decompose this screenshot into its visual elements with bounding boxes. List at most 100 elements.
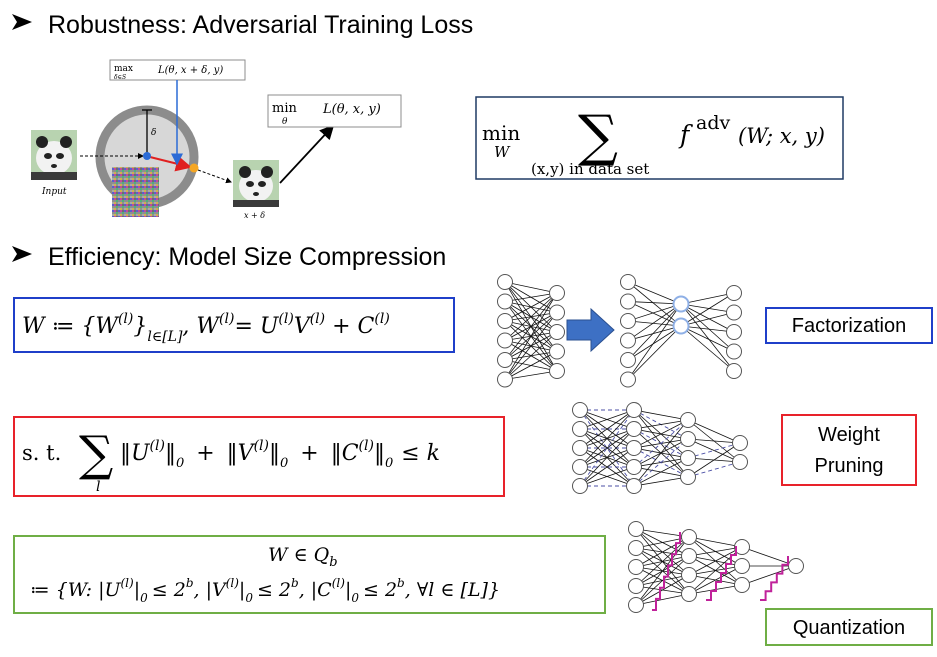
network-node <box>726 363 742 379</box>
network-node <box>620 371 636 388</box>
delta-radius-label: δ <box>151 128 156 138</box>
network-edge <box>627 281 682 327</box>
network-node <box>681 548 697 564</box>
max-subscript: δ∈S <box>114 74 126 81</box>
summation-symbol: ∑ <box>578 104 618 169</box>
network-node <box>572 478 588 494</box>
network-node <box>549 343 565 360</box>
max-operator: max <box>114 64 133 74</box>
network-node <box>734 577 750 593</box>
network-edges <box>579 409 741 487</box>
factorization-arrow-icon <box>566 307 615 353</box>
network-node <box>572 459 588 475</box>
network-edge <box>688 546 743 557</box>
network-node <box>681 529 697 545</box>
network-node <box>620 313 636 329</box>
pruning-formula-box <box>13 416 505 497</box>
network-edge <box>504 331 558 380</box>
clean-point-node <box>143 152 151 160</box>
network-edge <box>627 301 682 327</box>
network-node <box>549 324 565 340</box>
network-node <box>680 431 696 447</box>
network-edge <box>680 303 735 333</box>
quantization-step-mark <box>760 556 789 601</box>
min-subscript: θ <box>282 117 288 127</box>
network-edge <box>627 303 682 341</box>
network-node <box>628 578 644 594</box>
network-node <box>681 586 697 602</box>
pruning-label-line2: Pruning <box>815 455 884 477</box>
efficiency-heading-text: Efficiency: Model Size Compression <box>48 243 446 271</box>
network-edge <box>504 312 558 380</box>
quantized-network-diagram <box>628 521 804 613</box>
pruning-st: s. t. <box>22 441 61 465</box>
network-edge <box>633 419 689 430</box>
network-edge <box>627 303 682 322</box>
network-node <box>734 539 750 555</box>
network-edge <box>680 325 735 352</box>
network-node <box>620 274 636 290</box>
network-node <box>497 352 513 368</box>
objective-box <box>475 96 844 180</box>
network-node <box>680 469 696 485</box>
factorization-label: Factorization <box>792 315 907 337</box>
network-edges <box>504 281 558 380</box>
network-node <box>732 454 748 470</box>
network-nodes <box>497 274 565 388</box>
network-edge <box>627 301 682 305</box>
network-node <box>726 324 742 340</box>
network-edge <box>579 428 635 468</box>
loss-f-symbol: f <box>678 120 693 149</box>
network-edge <box>504 292 558 380</box>
summation-subscript: (x,y) in data set <box>531 160 649 178</box>
bottleneck-node <box>672 295 690 313</box>
noise-perturbation-image <box>112 167 159 217</box>
pruning-sum-var: l <box>96 479 100 495</box>
network-edge <box>504 351 558 380</box>
input-panda-image <box>31 130 77 180</box>
network-edge <box>504 292 558 322</box>
network-edge <box>688 536 743 548</box>
network-edge <box>680 312 735 327</box>
network-node <box>497 332 513 349</box>
network-edge <box>633 419 689 449</box>
network-node <box>497 274 513 290</box>
outer-min-box <box>267 94 402 128</box>
network-edge <box>741 565 797 586</box>
min-operator: min <box>272 101 297 116</box>
quantization-step-mark <box>652 532 681 611</box>
network-node <box>788 558 804 574</box>
network-edge <box>680 292 735 305</box>
pruning-label-box: Weight Pruning <box>781 414 917 486</box>
network-edge <box>633 419 689 487</box>
factorization-formula: W ≔ {W(l)}l∈[L], W(l)= U(l)V(l) + C(l) <box>13 297 455 353</box>
quantization-label: Quantization <box>793 617 905 639</box>
network-edge <box>687 438 741 444</box>
network-node <box>726 304 742 321</box>
network-edge <box>687 419 741 444</box>
adversarial-panda-image <box>233 160 279 207</box>
network-edge <box>680 303 735 352</box>
network-node <box>549 285 565 301</box>
factorized-network-diagram <box>620 274 742 388</box>
network-edge <box>680 303 735 372</box>
network-edge <box>504 281 558 294</box>
network-edge <box>627 325 682 380</box>
network-edge <box>627 325 682 361</box>
network-node <box>620 293 636 310</box>
inner-loss-formula: L(θ, x + δ, y) <box>157 65 223 76</box>
network-node <box>734 558 750 574</box>
network-edge <box>504 370 558 380</box>
network-node <box>497 371 513 388</box>
bullet-arrow-icon <box>12 246 32 262</box>
network-edge <box>635 536 690 606</box>
network-node <box>681 567 697 583</box>
network-node <box>572 421 588 437</box>
pruning-sum-symbol: ∑ <box>79 426 113 482</box>
output-caption: x + δ <box>244 211 265 220</box>
network-node <box>549 363 565 379</box>
network-edge <box>579 409 635 430</box>
network-node <box>628 521 644 537</box>
robustness-heading: Robustness: Adversarial Training Loss <box>12 11 473 39</box>
